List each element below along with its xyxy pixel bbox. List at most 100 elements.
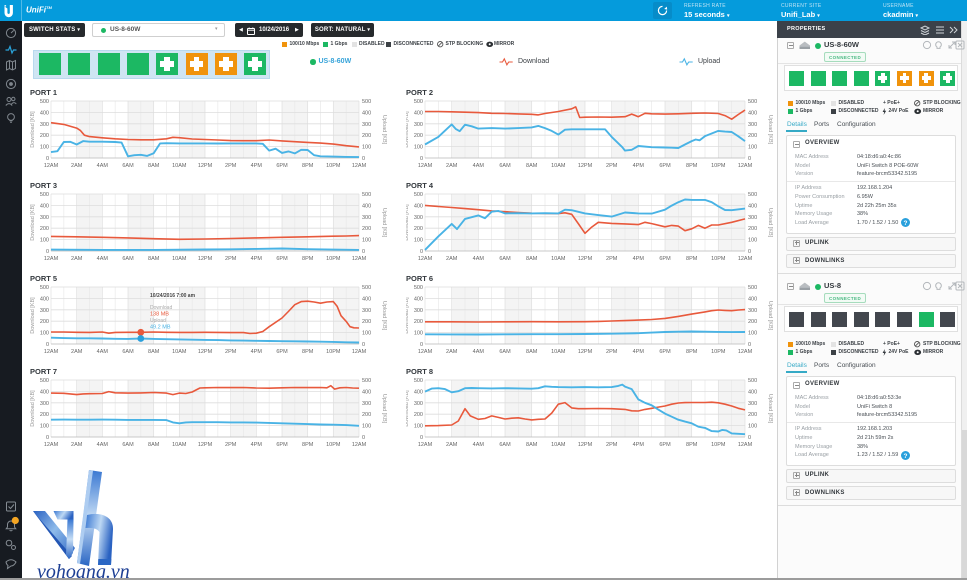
svg-text:10PM: 10PM — [711, 442, 726, 448]
svg-text:12PM: 12PM — [198, 349, 213, 355]
svg-text:400: 400 — [40, 110, 49, 116]
svg-text:Download [KB]: Download [KB] — [30, 204, 36, 241]
svg-text:300: 300 — [362, 122, 371, 128]
svg-text:100: 100 — [748, 145, 757, 151]
svg-text:12AM: 12AM — [738, 163, 753, 169]
svg-text:8PM: 8PM — [302, 163, 314, 169]
svg-text:10PM: 10PM — [326, 163, 341, 169]
svg-text:0: 0 — [46, 156, 49, 162]
svg-text:100: 100 — [362, 238, 371, 244]
svg-text:500: 500 — [40, 192, 49, 198]
svg-text:6PM: 6PM — [659, 349, 671, 355]
svg-text:12AM: 12AM — [738, 256, 753, 262]
svg-text:2PM: 2PM — [606, 163, 618, 169]
svg-text:8AM: 8AM — [526, 163, 538, 169]
svg-text:300: 300 — [748, 401, 757, 407]
svg-text:PORT 4: PORT 4 — [406, 181, 434, 190]
svg-text:10AM: 10AM — [172, 163, 187, 169]
svg-text:4AM: 4AM — [473, 256, 485, 262]
svg-text:200: 200 — [40, 133, 49, 139]
svg-text:0: 0 — [362, 342, 365, 348]
svg-text:6AM: 6AM — [499, 163, 511, 169]
svg-text:Upload [KB]: Upload [KB] — [381, 394, 387, 424]
svg-text:Upload [KB]: Upload [KB] — [767, 208, 773, 238]
svg-text:4PM: 4PM — [633, 442, 645, 448]
svg-text:12AM: 12AM — [44, 256, 59, 262]
svg-text:100: 100 — [748, 424, 757, 430]
svg-text:300: 300 — [40, 215, 49, 221]
svg-text:200: 200 — [362, 319, 371, 325]
svg-text:200: 200 — [748, 319, 757, 325]
svg-text:500: 500 — [40, 378, 49, 384]
svg-text:Download [KB]: Download [KB] — [30, 111, 36, 148]
svg-text:12AM: 12AM — [738, 442, 753, 448]
svg-text:500: 500 — [40, 99, 49, 105]
svg-text:300: 300 — [40, 308, 49, 314]
svg-text:300: 300 — [748, 215, 757, 221]
svg-text:8PM: 8PM — [302, 349, 314, 355]
svg-text:2PM: 2PM — [225, 256, 237, 262]
svg-text:8PM: 8PM — [686, 163, 698, 169]
svg-text:100: 100 — [414, 238, 423, 244]
svg-text:400: 400 — [414, 296, 423, 302]
svg-text:4AM: 4AM — [473, 349, 485, 355]
svg-text:49.2 MB: 49.2 MB — [150, 325, 171, 331]
svg-text:4PM: 4PM — [251, 349, 263, 355]
svg-text:4AM: 4AM — [473, 163, 485, 169]
svg-text:500: 500 — [414, 378, 423, 384]
svg-text:300: 300 — [414, 122, 423, 128]
svg-text:8AM: 8AM — [526, 256, 538, 262]
svg-text:8PM: 8PM — [302, 442, 314, 448]
svg-text:6PM: 6PM — [276, 349, 288, 355]
svg-text:300: 300 — [414, 215, 423, 221]
svg-text:Download: Download — [150, 305, 172, 311]
svg-text:500: 500 — [748, 99, 757, 105]
svg-text:Download [KB]: Download [KB] — [406, 111, 410, 148]
svg-text:12AM: 12AM — [738, 349, 753, 355]
svg-text:100: 100 — [748, 331, 757, 337]
svg-text:200: 200 — [362, 226, 371, 232]
svg-text:300: 300 — [40, 122, 49, 128]
svg-text:12AM: 12AM — [352, 442, 367, 448]
svg-text:6AM: 6AM — [499, 349, 511, 355]
svg-text:PORT 8: PORT 8 — [406, 367, 433, 376]
svg-text:200: 200 — [748, 133, 757, 139]
svg-text:?: ? — [904, 453, 908, 460]
svg-text:10PM: 10PM — [326, 349, 341, 355]
svg-text:4AM: 4AM — [97, 256, 109, 262]
svg-text:100: 100 — [40, 331, 49, 337]
svg-text:0: 0 — [420, 435, 423, 441]
svg-text:4PM: 4PM — [251, 442, 263, 448]
svg-text:8PM: 8PM — [686, 349, 698, 355]
svg-text:100: 100 — [414, 331, 423, 337]
svg-text:8AM: 8AM — [148, 349, 160, 355]
svg-text:400: 400 — [748, 110, 757, 116]
svg-text:500: 500 — [362, 378, 371, 384]
svg-text:0: 0 — [420, 156, 423, 162]
svg-text:2AM: 2AM — [71, 163, 83, 169]
svg-text:400: 400 — [362, 296, 371, 302]
svg-text:4AM: 4AM — [97, 349, 109, 355]
svg-text:6PM: 6PM — [276, 256, 288, 262]
svg-text:0: 0 — [362, 249, 365, 255]
svg-text:0: 0 — [46, 435, 49, 441]
svg-text:2PM: 2PM — [606, 256, 618, 262]
svg-text:500: 500 — [748, 378, 757, 384]
svg-text:12AM: 12AM — [44, 349, 59, 355]
svg-text:8AM: 8AM — [148, 256, 160, 262]
svg-text:8PM: 8PM — [686, 256, 698, 262]
svg-text:Download [KB]: Download [KB] — [30, 390, 36, 427]
svg-text:2PM: 2PM — [225, 163, 237, 169]
svg-text:2AM: 2AM — [446, 442, 458, 448]
svg-text:200: 200 — [362, 133, 371, 139]
svg-text:100: 100 — [362, 331, 371, 337]
svg-text:PORT 1: PORT 1 — [30, 88, 57, 97]
svg-text:PORT 3: PORT 3 — [30, 181, 57, 190]
svg-text:2PM: 2PM — [225, 349, 237, 355]
svg-text:4PM: 4PM — [633, 163, 645, 169]
svg-text:12PM: 12PM — [198, 163, 213, 169]
svg-text:0: 0 — [748, 249, 751, 255]
svg-text:6AM: 6AM — [122, 163, 134, 169]
svg-text:500: 500 — [414, 285, 423, 291]
svg-text:0: 0 — [420, 342, 423, 348]
